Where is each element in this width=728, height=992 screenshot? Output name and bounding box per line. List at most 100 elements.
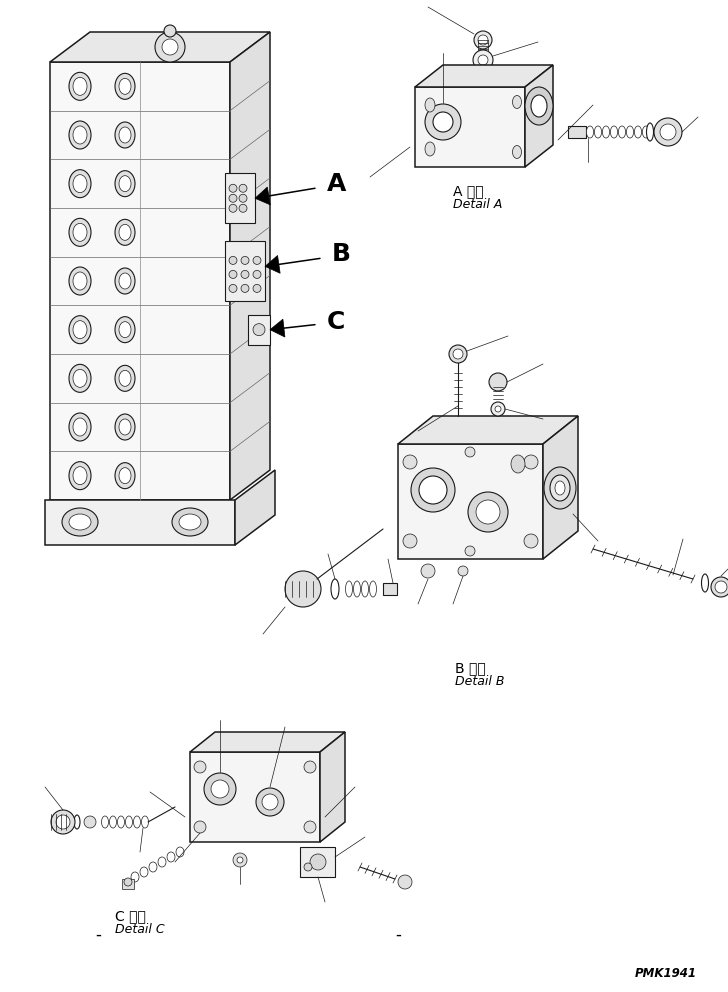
Circle shape [229,204,237,212]
Polygon shape [415,87,525,167]
Circle shape [715,581,727,593]
Ellipse shape [73,369,87,387]
Ellipse shape [73,223,87,241]
Ellipse shape [119,78,131,94]
Ellipse shape [634,126,641,138]
Ellipse shape [119,127,131,143]
Circle shape [524,455,538,469]
Circle shape [56,815,70,829]
Ellipse shape [626,126,633,138]
Ellipse shape [73,320,87,338]
Ellipse shape [140,867,148,877]
Circle shape [194,761,206,773]
Circle shape [194,821,206,833]
Circle shape [229,256,237,265]
Ellipse shape [167,852,175,862]
Ellipse shape [141,816,149,828]
Ellipse shape [73,126,87,144]
Circle shape [304,821,316,833]
Text: -: - [395,926,401,944]
Ellipse shape [158,857,166,867]
Ellipse shape [69,315,91,343]
Polygon shape [225,241,265,302]
Polygon shape [270,319,285,337]
Ellipse shape [131,872,139,882]
Circle shape [304,761,316,773]
Ellipse shape [610,126,617,138]
Circle shape [256,788,284,816]
Ellipse shape [594,126,601,138]
Circle shape [478,35,488,45]
Polygon shape [300,847,335,877]
Circle shape [253,271,261,279]
Text: C: C [327,310,345,333]
Ellipse shape [354,581,360,597]
Circle shape [449,345,467,363]
Circle shape [237,857,243,863]
Circle shape [425,104,461,140]
Ellipse shape [149,862,157,872]
Circle shape [304,863,312,871]
Ellipse shape [115,316,135,342]
Circle shape [204,773,236,805]
Polygon shape [543,416,578,559]
Ellipse shape [176,847,184,857]
Circle shape [654,118,682,146]
Ellipse shape [109,816,116,828]
Circle shape [253,285,261,293]
Text: Detail A: Detail A [453,198,502,211]
Circle shape [403,455,417,469]
Ellipse shape [117,816,124,828]
Circle shape [711,577,728,597]
Text: Detail B: Detail B [455,675,505,688]
Circle shape [211,780,229,798]
Ellipse shape [425,98,435,112]
Ellipse shape [69,267,91,295]
Circle shape [239,194,247,202]
Circle shape [229,185,237,192]
Ellipse shape [74,815,80,829]
Ellipse shape [642,126,649,138]
Text: B: B [332,242,351,267]
Ellipse shape [511,455,525,473]
Ellipse shape [646,123,654,141]
Ellipse shape [513,146,521,159]
Circle shape [229,285,237,293]
Ellipse shape [69,413,91,441]
Circle shape [433,112,453,132]
Circle shape [241,285,249,293]
Polygon shape [415,65,553,87]
Circle shape [411,468,455,512]
Ellipse shape [62,508,98,536]
Ellipse shape [513,95,521,108]
Ellipse shape [119,419,131,435]
Bar [568,126,586,138]
Ellipse shape [125,816,132,828]
Circle shape [491,402,505,416]
Polygon shape [248,314,270,344]
Bar [122,879,134,889]
Circle shape [162,39,178,55]
Polygon shape [320,732,345,842]
Circle shape [124,878,132,886]
Ellipse shape [69,218,91,246]
Ellipse shape [602,126,609,138]
Ellipse shape [115,219,135,245]
Ellipse shape [179,514,201,530]
Ellipse shape [531,95,547,117]
Ellipse shape [101,816,108,828]
Ellipse shape [346,581,352,597]
Circle shape [241,256,249,265]
Circle shape [285,571,321,607]
Circle shape [310,854,326,870]
Text: A: A [327,173,347,196]
Ellipse shape [544,467,576,509]
Ellipse shape [69,461,91,490]
Ellipse shape [119,467,131,484]
Ellipse shape [69,72,91,100]
Circle shape [473,50,493,70]
Ellipse shape [425,142,435,156]
Polygon shape [190,732,345,752]
Ellipse shape [73,175,87,192]
Circle shape [660,124,676,140]
